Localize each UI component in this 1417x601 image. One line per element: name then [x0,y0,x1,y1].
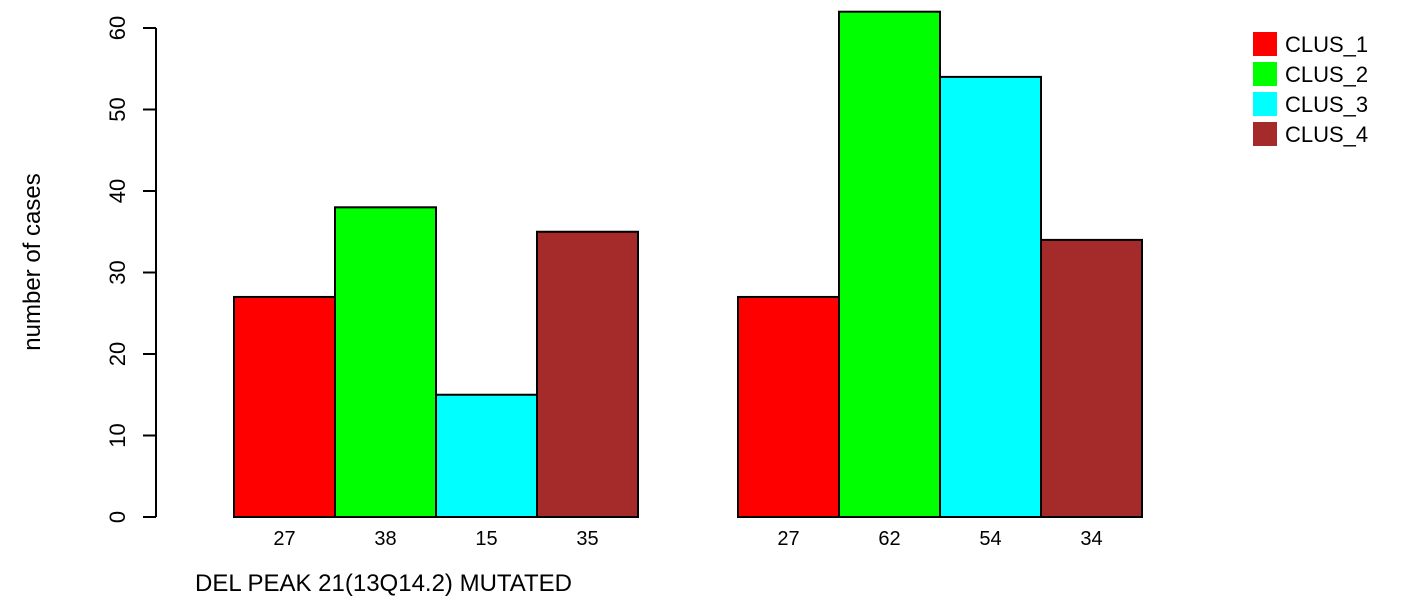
bar-value-label: 54 [979,528,1001,550]
y-tick-label: 50 [105,97,130,121]
legend: CLUS_1 CLUS_2 CLUS_3 CLUS_4 [1253,32,1368,147]
bar-value-label: 38 [374,528,396,550]
legend-label: CLUS_3 [1285,92,1368,117]
bar-clus-2 [334,206,437,519]
y-tick-label: 10 [105,423,130,447]
legend-swatch [1253,62,1277,86]
bar-value-label: 34 [1080,528,1102,550]
legend-label: CLUS_1 [1285,32,1368,57]
y-tick-label: 30 [105,260,130,284]
y-tick-label: 60 [105,16,130,40]
bar-clus-1 [737,295,840,519]
legend-swatch [1253,122,1277,146]
bar-clus-3 [939,75,1042,519]
y-tick-label: 20 [105,342,130,366]
bars [233,10,1143,519]
legend-label: CLUS_2 [1285,62,1368,87]
bar-value-label: 27 [777,528,799,550]
bar-labels: 27 38 15 35 27 62 54 34 [273,528,1102,550]
x-axis-title: DEL PEAK 21(13Q14.2) MUTATED [195,570,572,597]
bar-value-label: 35 [576,528,598,550]
bar-value-label: 27 [273,528,295,550]
legend-swatch [1253,92,1277,116]
legend-swatch [1253,32,1277,56]
y-axis-title: number of cases [19,173,46,350]
bar-clus-1 [233,295,336,519]
bar-clus-3 [435,393,538,518]
y-axis: 0 10 20 30 40 50 60 [105,16,157,523]
bar-clus-2 [838,10,941,518]
bar-clus-4 [1040,238,1143,518]
y-tick-label: 40 [105,179,130,203]
bar-value-label: 62 [878,528,900,550]
bar-value-label: 15 [475,528,497,550]
legend-label: CLUS_4 [1285,122,1368,147]
y-tick-label: 0 [105,511,130,523]
bar-clus-4 [536,230,639,518]
